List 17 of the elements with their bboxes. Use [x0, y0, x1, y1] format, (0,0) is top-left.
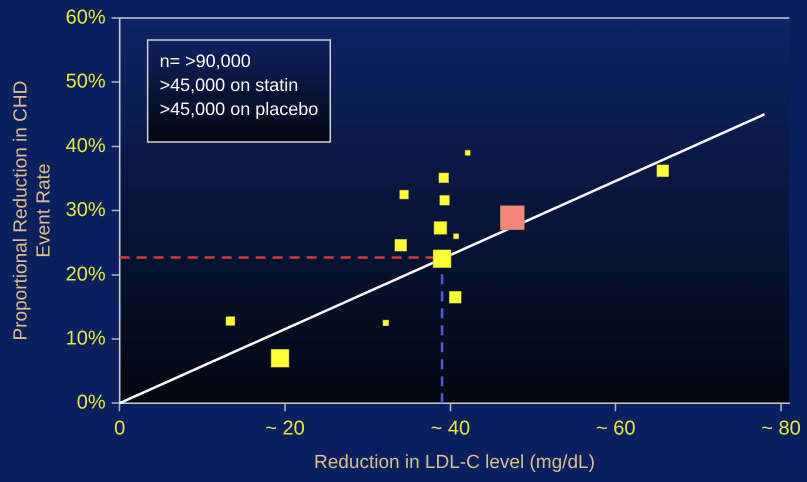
y-tick-label: 30%	[66, 199, 106, 222]
annotation: >45,000 on statin	[160, 74, 298, 95]
y-tick-label: 0%	[76, 392, 106, 414]
x-tick-label: 0	[114, 418, 126, 440]
x-tick-label: ~ 80	[761, 418, 801, 440]
annotation: >45,000 on placebo	[160, 98, 318, 119]
x-tick-label: ~ 20	[265, 418, 305, 440]
x-tick-label: ~ 60	[596, 418, 636, 440]
x-tick-label: ~ 40	[430, 418, 470, 440]
y-tick-label: 20%	[66, 263, 106, 286]
y-tick-label: 10%	[66, 328, 106, 350]
y-tick-label: 40%	[66, 134, 106, 157]
y-axis-title: Proportional Reduction in CHD Event Rate	[10, 80, 54, 340]
y-tick-label: 50%	[66, 70, 106, 93]
y-tick-label: 60%	[66, 6, 106, 29]
annotation: n= >90,000	[160, 50, 251, 71]
x-axis-title: Reduction in LDL-C level (mg/dL)	[314, 452, 595, 473]
